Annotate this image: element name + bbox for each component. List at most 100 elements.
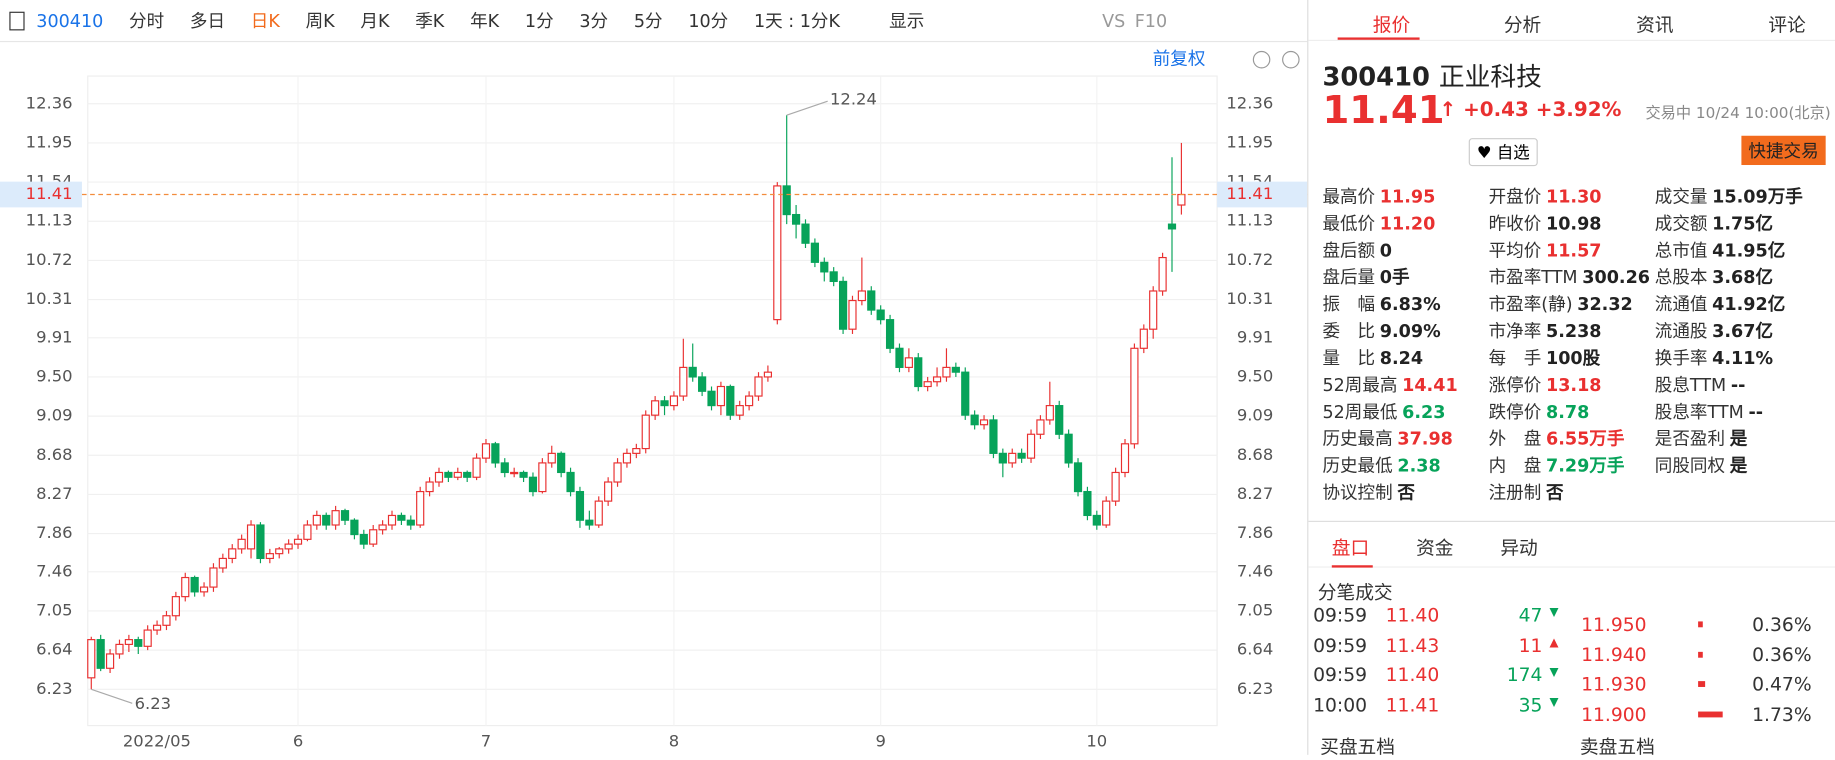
period-tab[interactable]: 日K <box>250 10 280 32</box>
period-tab[interactable]: 月K <box>360 10 390 32</box>
y-tick-label-right: 12.36 <box>1226 93 1273 112</box>
trade-arrow: ▼ <box>1549 665 1559 679</box>
y-tick-label-right: 6.64 <box>1237 640 1273 659</box>
zoom-in[interactable] <box>1282 50 1300 69</box>
interval[interactable]: 1天 : 1分K <box>753 10 841 32</box>
stat-label: 流通值 <box>1654 293 1708 315</box>
candle-body <box>1102 500 1111 526</box>
trade-volume: 11 <box>1518 633 1543 656</box>
x-tick-label: 2022/05 <box>123 731 191 750</box>
watch[interactable]: ♥ 自选 <box>1468 138 1538 167</box>
candle-body <box>951 366 960 373</box>
f10[interactable]: F10 <box>1134 9 1168 32</box>
depth-pct: 0.47% <box>1752 672 1812 696</box>
depth-bar <box>1698 681 1705 687</box>
period-tab[interactable]: 周K <box>305 10 335 32</box>
sub-tab[interactable]: 盘口 <box>1331 537 1370 560</box>
stat-value: -- <box>1748 401 1764 423</box>
candle-body <box>566 471 575 493</box>
candle-body <box>143 629 152 647</box>
trade-button[interactable]: 快捷交易 <box>1741 135 1826 166</box>
candle-body <box>745 395 754 407</box>
stat: 最低价 11.20 <box>1322 211 1435 236</box>
period-tab[interactable]: 年K <box>470 10 500 32</box>
ask-title: 卖盘五档 <box>1579 736 1655 759</box>
stat-label: 盘后量 <box>1322 266 1376 288</box>
stat-value: 14.41 <box>1402 374 1458 396</box>
y-tick-label-right: 7.46 <box>1237 561 1273 580</box>
candle-body <box>359 533 368 545</box>
stat-value: 11.57 <box>1545 239 1602 261</box>
candle-body <box>707 390 716 407</box>
period-tab[interactable]: 10分 <box>688 10 729 32</box>
annot-line <box>786 100 828 116</box>
y-tick-label: 9.09 <box>36 406 72 425</box>
y-tick-label: 9.50 <box>36 366 72 385</box>
depth-price: 11.950 <box>1581 613 1647 636</box>
panel-tab[interactable]: 评论 <box>1768 14 1806 37</box>
zoom-out[interactable] <box>1252 50 1271 69</box>
stat-value: 8.24 <box>1379 347 1424 369</box>
candle-body <box>152 624 162 631</box>
change: +0.43 <box>1463 98 1529 122</box>
candle-body <box>1064 433 1073 464</box>
candle-body <box>284 543 293 550</box>
candle-body <box>510 471 519 475</box>
display[interactable]: 显示 <box>889 10 925 32</box>
period-tab[interactable]: 3分 <box>579 10 609 32</box>
candle-body <box>463 471 472 478</box>
period-tab[interactable]: 5分 <box>633 10 663 32</box>
candle-body <box>246 524 256 550</box>
period-tab[interactable]: 多日 <box>189 10 226 32</box>
stat-label: 股息TTM <box>1654 374 1727 396</box>
candle-body <box>162 615 171 626</box>
y-tick-label-right: 10.31 <box>1226 289 1273 308</box>
stat: 历史最低 2.38 <box>1322 453 1440 478</box>
vs[interactable]: VS <box>1102 9 1126 32</box>
period-tab[interactable]: 分时 <box>129 10 165 32</box>
candle-body <box>275 548 284 555</box>
stat-value: 7.29万手 <box>1545 455 1625 477</box>
period-tab[interactable]: 1分 <box>524 10 554 32</box>
stat-value: 6.23 <box>1402 401 1446 423</box>
stat-value: 2.38 <box>1397 455 1441 477</box>
period-tab[interactable]: 季K <box>415 10 445 32</box>
sub-tab[interactable]: 资金 <box>1416 537 1454 560</box>
stat: 量 比 8.24 <box>1322 345 1423 370</box>
stat: 盘后额 0 <box>1322 238 1392 263</box>
panel-tab[interactable]: 资讯 <box>1636 14 1674 37</box>
stat-label: 最高价 <box>1322 186 1376 208</box>
candle-body <box>1177 193 1186 206</box>
stock-code[interactable]: 300410 <box>36 9 104 32</box>
panel-tab[interactable]: 报价 <box>1372 14 1411 37</box>
candle-body <box>754 376 763 397</box>
stat-label: 市盈率(静) <box>1488 293 1573 315</box>
sub-tab[interactable]: 异动 <box>1500 537 1538 560</box>
candle-body <box>923 381 932 388</box>
stat-label: 成交量 <box>1654 186 1708 208</box>
candle-body <box>190 576 199 593</box>
stat-label: 52周最低 <box>1322 401 1398 423</box>
stat-label: 每 手 <box>1488 347 1542 369</box>
candle-body <box>228 548 237 560</box>
menu-icon[interactable] <box>9 11 25 30</box>
panel-tab[interactable]: 分析 <box>1503 14 1542 37</box>
trade-arrow: ▼ <box>1549 606 1559 620</box>
stat-value: 4.11% <box>1712 347 1774 369</box>
trade-time: 10:00 <box>1313 693 1368 716</box>
stat: 每 手 100股 <box>1489 345 1601 370</box>
stat: 涨停价 13.18 <box>1489 372 1602 397</box>
candle-body <box>792 213 801 225</box>
adjust[interactable]: 前复权 <box>1153 50 1206 70</box>
candle-body <box>265 553 274 560</box>
y-tick-label-right: 10.72 <box>1226 250 1273 269</box>
stat-value: 13.18 <box>1545 374 1602 396</box>
candle-body <box>698 376 707 392</box>
candle-body <box>848 299 857 330</box>
name: 正业科技 <box>1438 63 1542 93</box>
depth-price: 11.940 <box>1581 643 1647 666</box>
min-label: 6.23 <box>135 694 171 713</box>
y-tick-label: 7.86 <box>36 523 72 542</box>
